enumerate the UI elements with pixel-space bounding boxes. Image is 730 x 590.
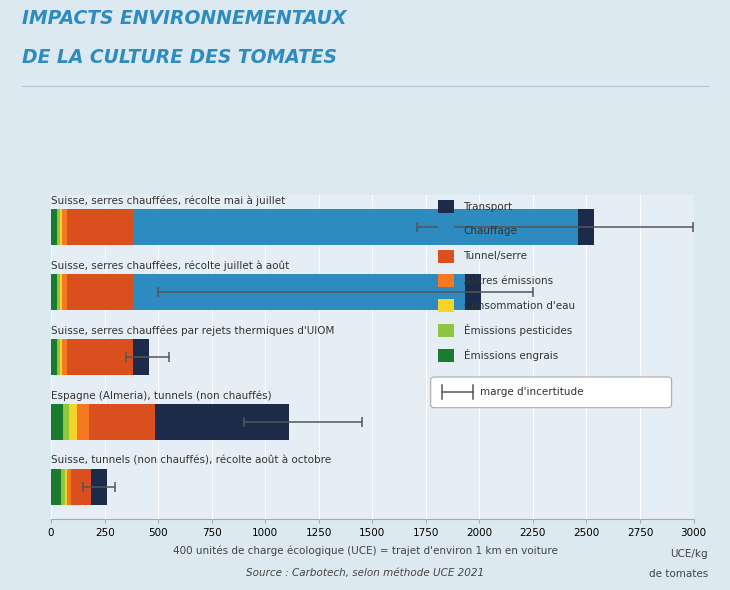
Bar [66,274,133,310]
Bar [155,404,289,440]
Bar [64,469,66,504]
Bar [133,274,465,310]
Text: DE LA CULTURE DES TOMATES: DE LA CULTURE DES TOMATES [22,48,337,67]
Bar [51,274,57,310]
Bar [62,339,66,375]
Bar [72,469,91,504]
Bar [57,339,60,375]
Text: Suisse, serres chauffées par rejets thermiques d'UIOM: Suisse, serres chauffées par rejets ther… [51,325,334,336]
Text: Source : Carbotech, selon méthode UCE 2021: Source : Carbotech, selon méthode UCE 20… [246,568,484,578]
Text: Suisse, serres chauffées, récolte mai à juillet: Suisse, serres chauffées, récolte mai à … [51,195,285,206]
Bar [578,209,594,245]
Bar [62,274,66,310]
Text: Suisse, tunnels (non chauffés), récolte août à octobre: Suisse, tunnels (non chauffés), récolte … [51,455,331,466]
Bar [133,339,149,375]
Bar [60,274,62,310]
Bar [62,209,66,245]
Bar [66,469,72,504]
Bar [51,469,61,504]
Bar [61,469,64,504]
Text: Émissions pesticides: Émissions pesticides [464,324,572,336]
Bar [57,209,60,245]
Text: Consommation d'eau: Consommation d'eau [464,301,575,310]
Bar [465,274,481,310]
Text: IMPACTS ENVIRONNEMENTAUX: IMPACTS ENVIRONNEMENTAUX [22,9,347,28]
Text: Transport: Transport [464,202,512,211]
Text: Émissions engrais: Émissions engrais [464,349,558,361]
Text: Autres émissions: Autres émissions [464,276,553,286]
Text: 400 unités de charge écologique (UCE) = trajet d'environ 1 km en voiture: 400 unités de charge écologique (UCE) = … [172,546,558,556]
Bar [69,404,77,440]
Bar [66,339,133,375]
Text: Tunnel/serre: Tunnel/serre [464,251,528,261]
Bar [89,404,155,440]
Bar [51,404,63,440]
Text: de tomates: de tomates [649,569,708,579]
Text: Chauffage: Chauffage [464,227,518,236]
Bar [66,209,133,245]
Text: UCE/kg: UCE/kg [670,549,708,559]
Bar [60,339,62,375]
Text: Suisse, serres chauffées, récolte juillet à août: Suisse, serres chauffées, récolte juille… [51,260,289,271]
Bar [77,404,89,440]
Bar [51,209,57,245]
Text: Espagne (Almeria), tunnels (non chauffés): Espagne (Almeria), tunnels (non chauffés… [51,390,272,401]
Bar [57,274,60,310]
Text: marge d'incertitude: marge d'incertitude [480,388,584,397]
Bar [133,209,578,245]
Bar [51,339,57,375]
Bar [91,469,107,504]
Bar [63,404,69,440]
Bar [60,209,62,245]
